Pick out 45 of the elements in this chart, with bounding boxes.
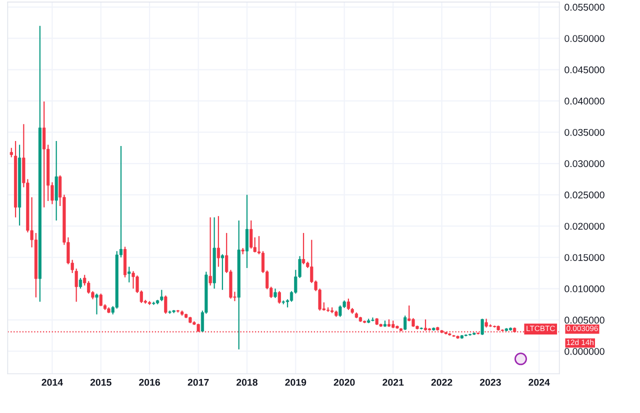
y-tick-label: 0.010000: [564, 285, 604, 292]
x-tick-label: 2021: [382, 378, 404, 386]
candlestick: [278, 290, 281, 304]
y-tick-label: 0.055000: [564, 4, 604, 11]
candlestick: [338, 305, 342, 318]
candlestick: [245, 194, 249, 269]
x-tick-label: 2014: [42, 378, 63, 386]
candlestick: [99, 293, 102, 307]
x-tick-label: 2022: [431, 378, 452, 386]
y-tick-label: 0.025000: [564, 192, 604, 198]
y-tick-label: 0.050000: [564, 35, 604, 42]
candlestick: [132, 270, 135, 290]
candlestick: [346, 298, 350, 310]
candlestick: [302, 232, 306, 265]
x-tick-label: 2017: [188, 378, 209, 386]
candlestick: [95, 293, 98, 315]
y-tick-label: 0.035000: [564, 128, 604, 136]
candlestick: [160, 289, 164, 302]
y-tick-label: 0.020000: [564, 222, 604, 230]
x-tick-label: 2023: [480, 378, 501, 386]
y-tick-label: 0.005000: [564, 316, 604, 324]
candlestick: [220, 254, 224, 290]
y-tick-label: 0.000000: [564, 348, 604, 355]
x-tick-label: 2016: [139, 378, 160, 386]
x-tick-label: 2024: [528, 378, 550, 386]
y-tick-label: 0.030000: [564, 160, 604, 168]
x-tick-label: 2020: [334, 378, 355, 386]
candlestick: [216, 216, 220, 268]
x-tick-label: 2018: [236, 378, 258, 386]
x-tick-label: 2015: [90, 378, 112, 386]
candlestick: [480, 318, 484, 336]
candlestick: [10, 147, 13, 158]
y-tick-label: 0.045000: [564, 66, 604, 74]
candlestick: [42, 101, 46, 208]
candlestick: [404, 315, 407, 331]
candlestick: [128, 266, 131, 283]
x-tick-label: 2019: [285, 378, 306, 386]
candlestick: [274, 288, 277, 299]
candlestick: [54, 140, 58, 222]
y-tick-label: 0.040000: [564, 98, 604, 105]
candlestick: [78, 277, 82, 290]
candlestick: [164, 294, 168, 314]
candlestick: [250, 220, 253, 250]
candlestick: [208, 216, 212, 286]
y-tick-label: 0.015000: [564, 254, 604, 261]
